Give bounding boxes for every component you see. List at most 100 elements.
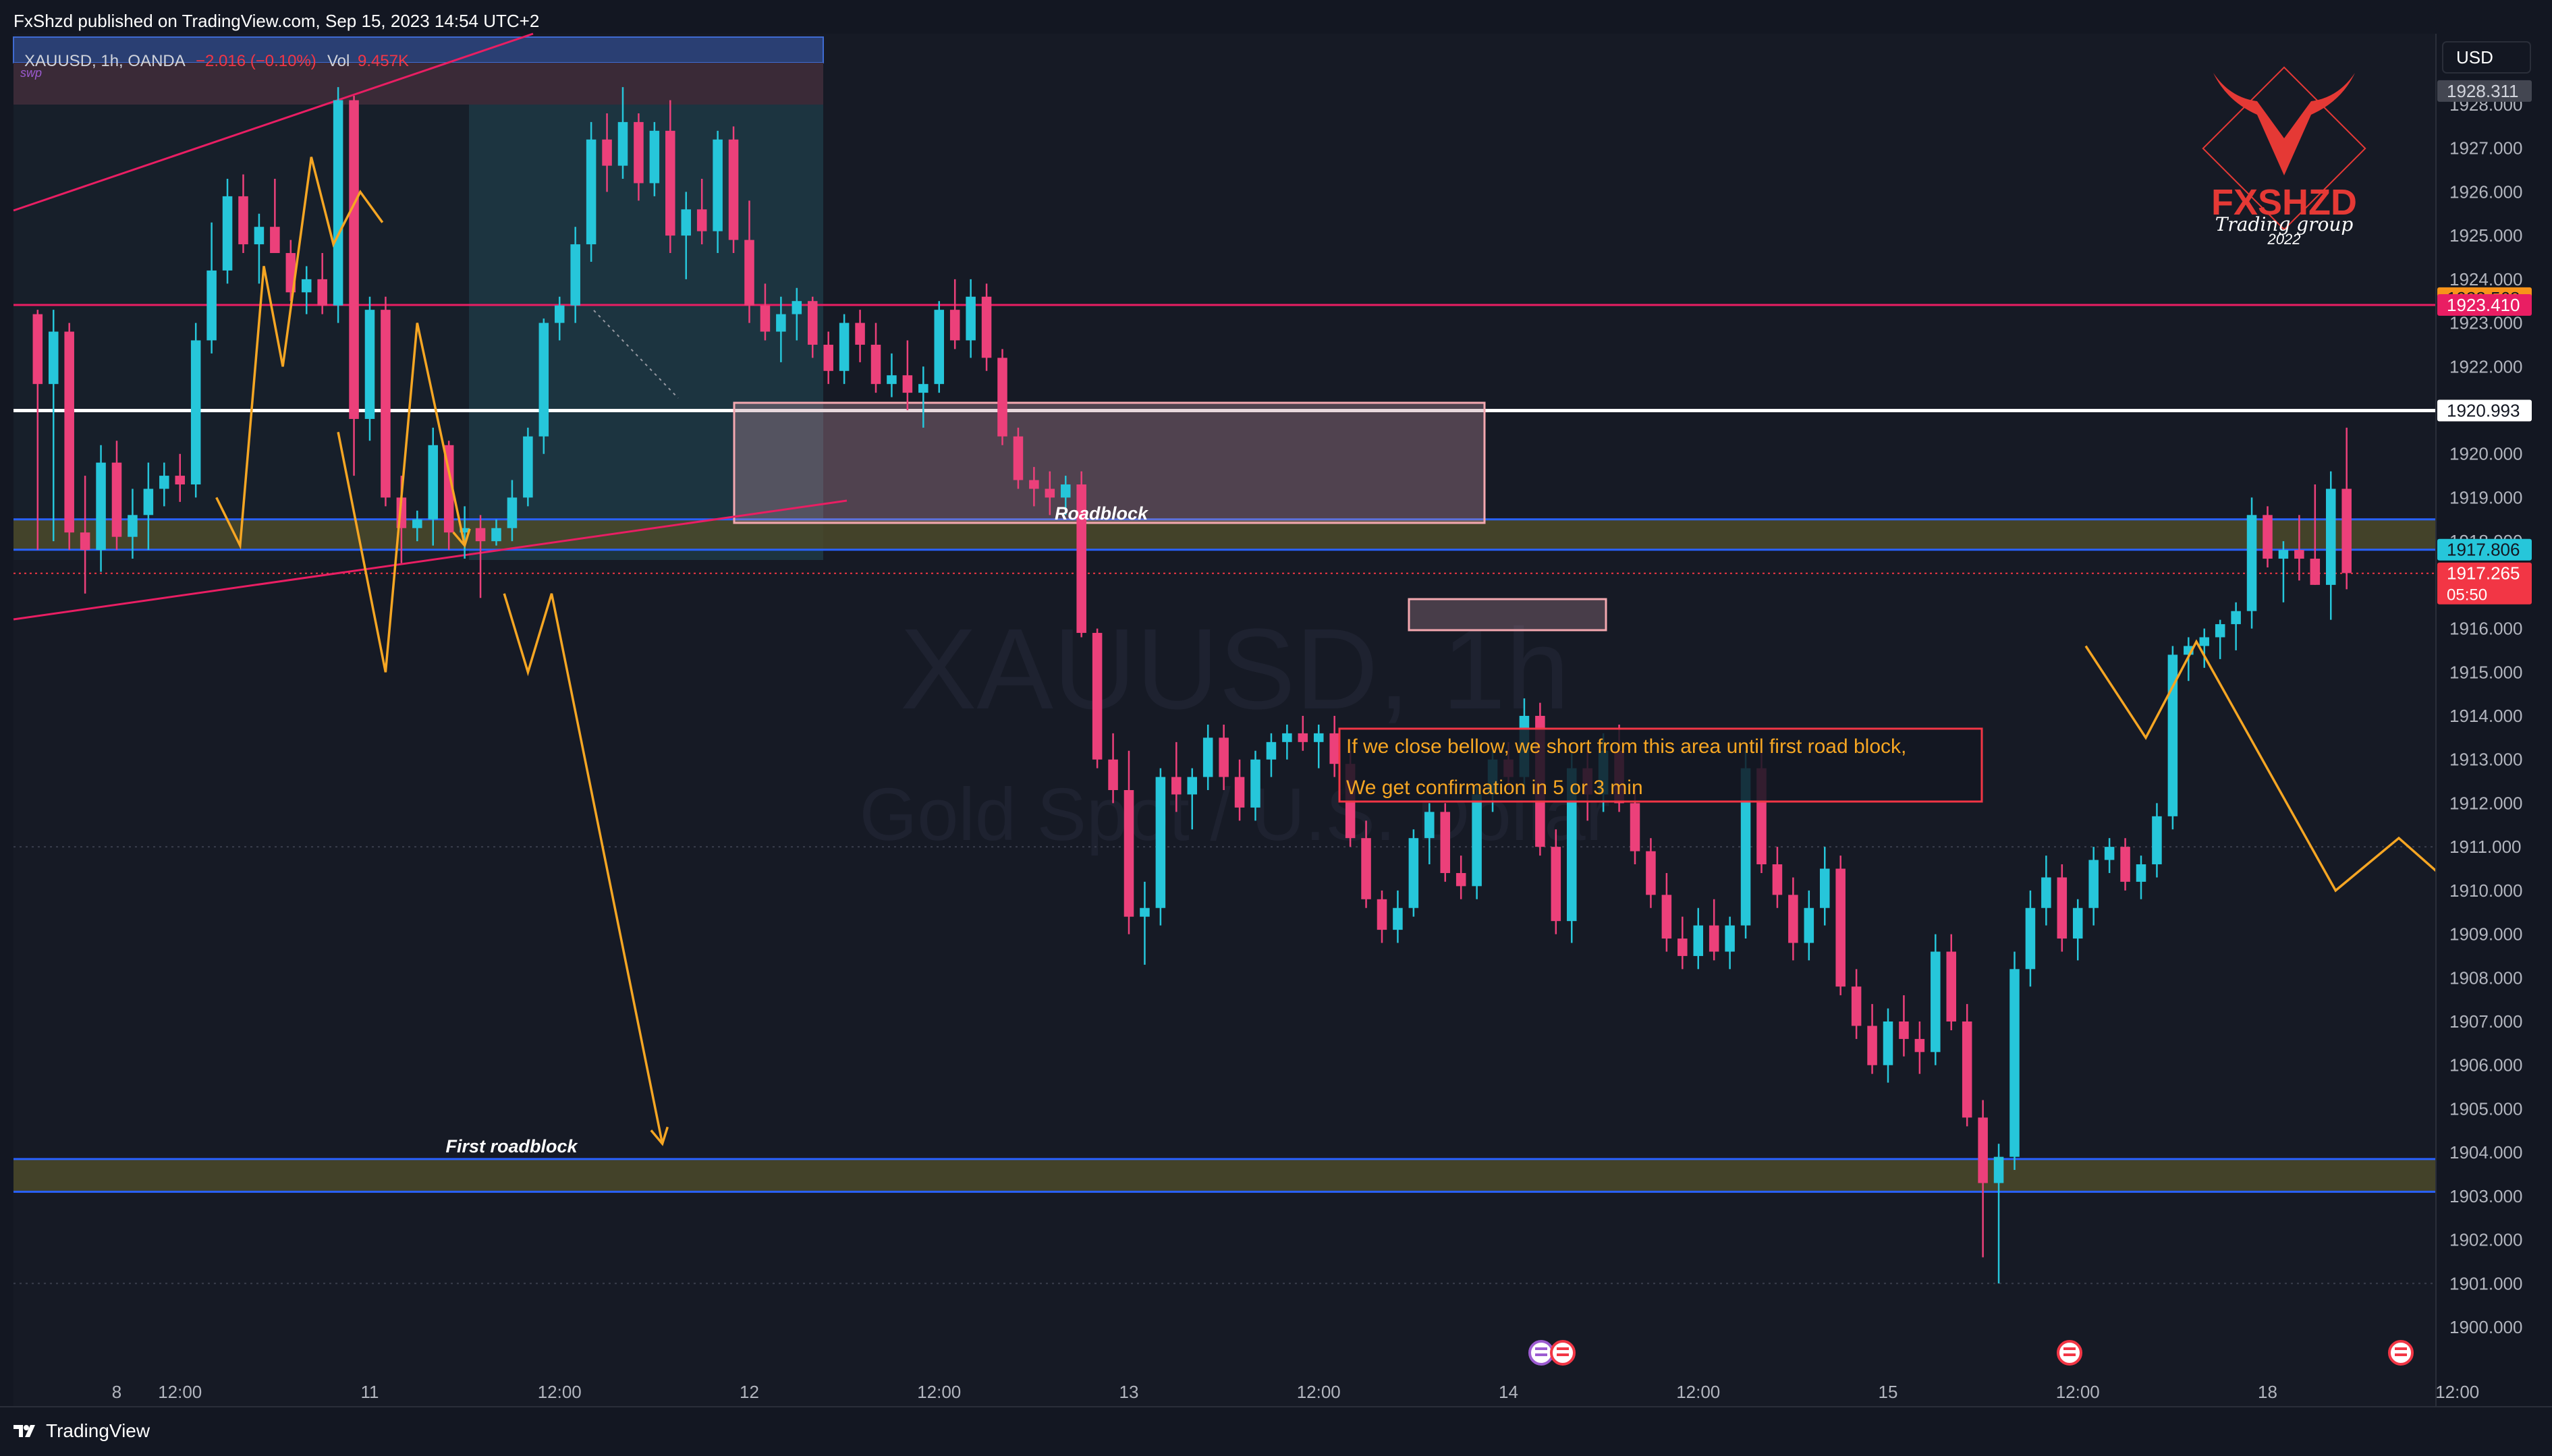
rising-channel-bottom[interactable] [13,499,848,621]
candle-body[interactable] [2246,515,2257,611]
candle-body[interactable] [460,528,470,533]
candle-body[interactable] [1835,868,1846,987]
candle-body[interactable] [760,305,771,332]
us-flag-event-icon[interactable] [1550,1340,1576,1366]
candle-body[interactable] [206,270,217,341]
candle-body[interactable] [918,384,928,393]
candle-body[interactable] [1013,436,1024,480]
candle-body[interactable] [839,323,850,371]
candle-body[interactable] [634,121,644,184]
candle-body[interactable] [887,375,897,385]
candle-body[interactable] [507,497,518,528]
candle-body[interactable] [1092,633,1103,760]
candle-body[interactable] [2120,847,2130,882]
small-resistance-box[interactable] [1408,598,1607,632]
note-box[interactable] [1338,727,1983,803]
candle-body[interactable] [428,445,439,520]
candle-body[interactable] [301,279,312,293]
candle-body[interactable] [364,310,375,419]
candle-body[interactable] [1914,1038,1925,1053]
candle-body[interactable] [1788,895,1798,943]
candle-body[interactable] [981,296,992,358]
candle-body[interactable] [2263,515,2273,559]
candle-body[interactable] [1124,790,1134,917]
candle-body[interactable] [2025,907,2036,970]
candle-body[interactable] [349,100,359,419]
candle-body[interactable] [1187,777,1198,795]
candle-body[interactable] [1740,768,1751,926]
candle-body[interactable] [776,314,786,332]
candle-body[interactable] [1819,868,1830,908]
candle-body[interactable] [1566,768,1577,922]
candle-body[interactable] [696,209,707,231]
candle-body[interactable] [1962,1021,1972,1118]
candle-body[interactable] [1424,812,1435,839]
candle-body[interactable] [1329,733,1339,764]
candle-body[interactable] [1455,872,1466,887]
candle-body[interactable] [586,139,597,245]
candle-body[interactable] [1408,838,1419,908]
lightning-event-icon[interactable] [1528,1340,1554,1366]
zigzag-path[interactable] [215,157,384,551]
candle-body[interactable] [2310,559,2321,585]
candle-body[interactable] [2072,907,2083,939]
candle-body[interactable] [2057,877,2068,939]
candle-body[interactable] [381,310,391,498]
candle-body[interactable] [1076,484,1086,634]
candle-body[interactable] [2215,624,2225,638]
candle-body[interactable] [2104,847,2115,860]
candle-body[interactable] [317,279,327,306]
candle-body[interactable] [1250,759,1260,808]
candle-body[interactable] [855,323,865,345]
candle-body[interactable] [649,130,660,184]
candle-body[interactable] [1993,1156,2004,1183]
candle-body[interactable] [1266,741,1277,760]
candle-body[interactable] [175,476,186,485]
candle-body[interactable] [238,196,248,245]
candle-body[interactable] [1393,907,1403,930]
candle-body[interactable] [1883,1021,1893,1065]
candle-body[interactable] [1282,733,1292,742]
rising-channel-top[interactable] [13,32,534,212]
candle-body[interactable] [1931,951,1941,1053]
candle-body[interactable] [1219,737,1229,777]
candle-body[interactable] [48,331,59,385]
candle-body[interactable] [1630,803,1640,851]
candle-body[interactable] [966,296,976,341]
candle-body[interactable] [744,240,754,306]
candle-body[interactable] [1772,864,1783,895]
candle-body[interactable] [1108,759,1118,791]
projection-arrow-2[interactable] [503,593,664,1144]
candle-body[interactable] [1946,951,1957,1021]
candle-body[interactable] [949,310,960,341]
roadblock-box[interactable] [733,401,1486,524]
candle-body[interactable] [128,515,138,537]
candle-body[interactable] [32,314,43,385]
candle-body[interactable] [1867,1026,1877,1065]
candle-body[interactable] [1472,794,1482,887]
candle-body[interactable] [443,445,454,533]
candle-body[interactable] [1646,851,1656,895]
candle-body[interactable] [1899,1021,1909,1039]
candle-body[interactable] [64,331,74,533]
candle-body[interactable] [728,139,739,240]
candle-body[interactable] [159,476,169,489]
candle-body[interactable] [2231,611,2241,625]
candle-body[interactable] [2294,550,2304,559]
candle-body[interactable] [1693,925,1704,956]
us-flag-event-icon[interactable] [2057,1340,2082,1366]
candle-body[interactable] [1171,777,1182,795]
candle-body[interactable] [143,488,154,515]
candle-body[interactable] [792,301,802,314]
candle-body[interactable] [412,519,422,528]
candle-body[interactable] [1140,907,1150,917]
currency-box[interactable] [2442,41,2531,74]
candle-body[interactable] [823,344,833,371]
candle-body[interactable] [2041,877,2051,908]
candle-body[interactable] [617,121,628,166]
candle-body[interactable] [1978,1117,1988,1183]
candle-body[interactable] [870,344,881,385]
candle-body[interactable] [1677,939,1688,956]
price-axis[interactable] [2436,34,2552,1407]
